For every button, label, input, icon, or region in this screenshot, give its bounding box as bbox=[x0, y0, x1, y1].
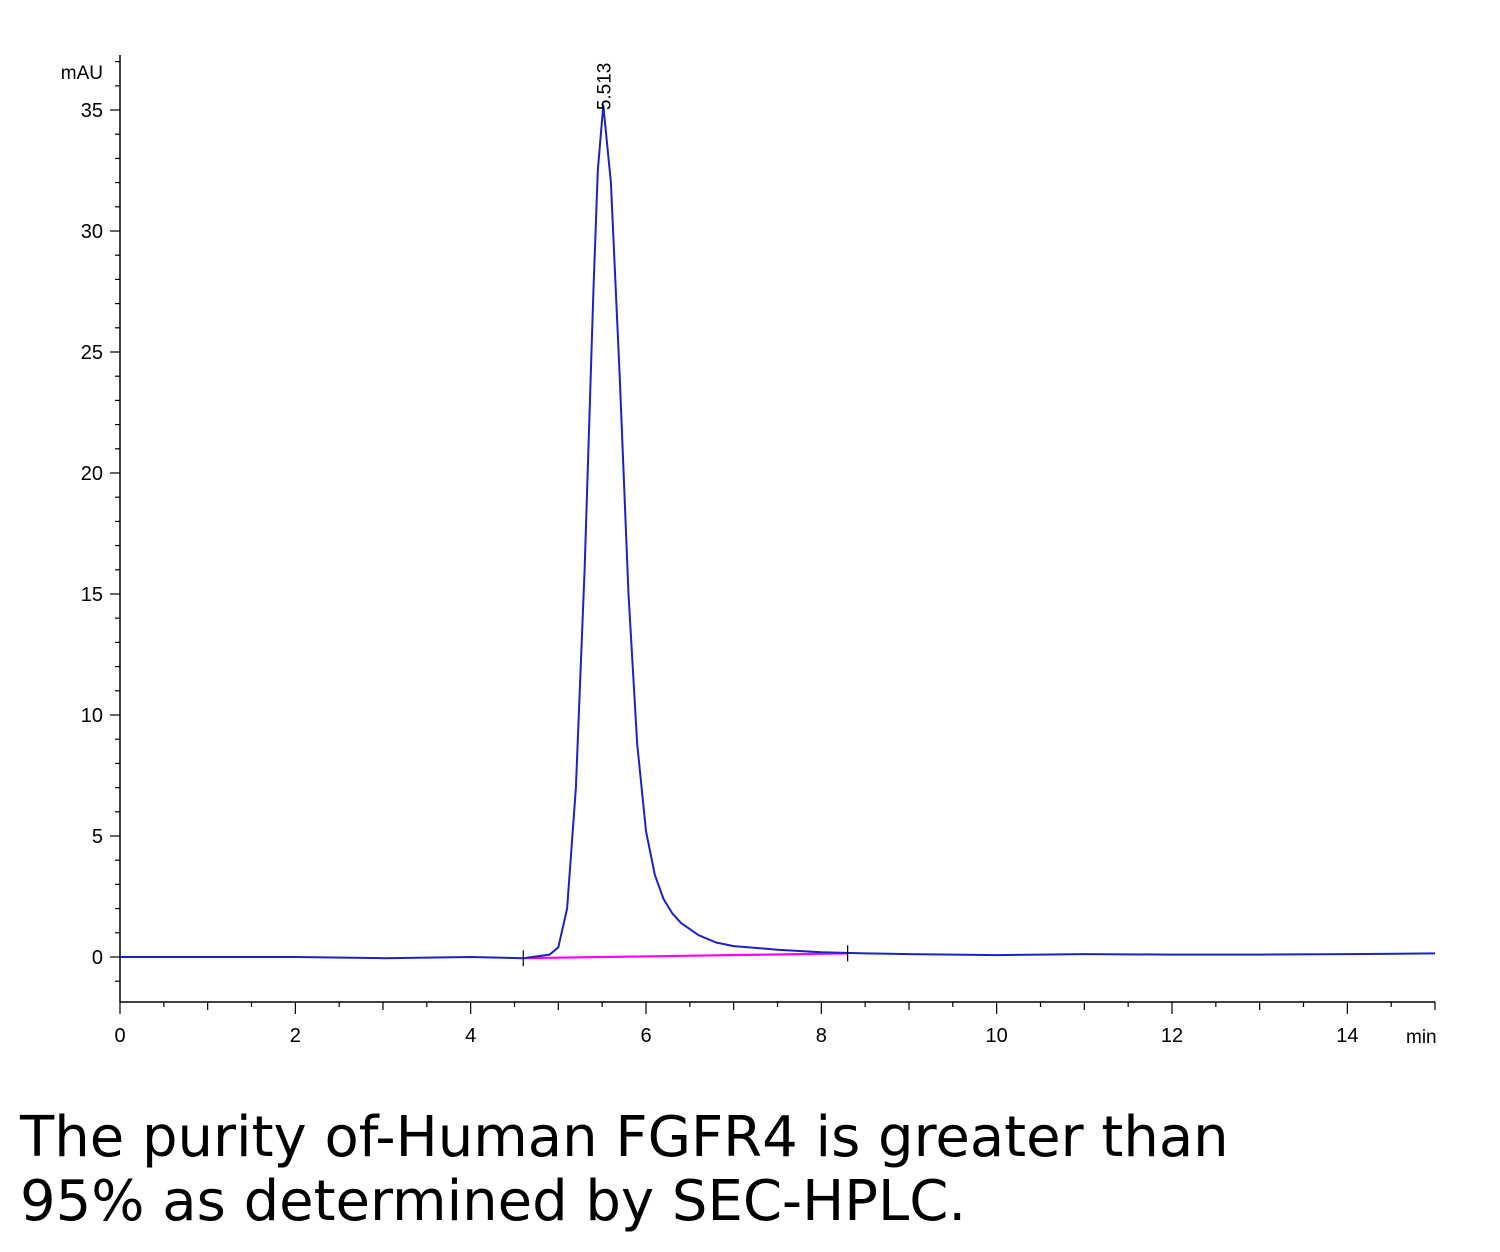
x-tick-label: 4 bbox=[465, 1025, 476, 1047]
x-tick-label: 0 bbox=[114, 1025, 125, 1047]
y-tick-label: 20 bbox=[81, 463, 103, 485]
y-axis-label: mAU bbox=[61, 63, 103, 84]
y-tick-label: 25 bbox=[81, 342, 103, 364]
y-tick-label: 35 bbox=[81, 100, 103, 122]
integration-baseline bbox=[523, 952, 848, 960]
y-tick-label: 15 bbox=[81, 584, 103, 606]
x-tick-label: 2 bbox=[290, 1025, 301, 1047]
chromatogram-trace bbox=[120, 104, 1436, 960]
y-tick-label: 30 bbox=[81, 221, 103, 243]
axes: mAU min bbox=[61, 55, 1437, 1048]
x-tick-label: 14 bbox=[1336, 1025, 1358, 1047]
traces bbox=[120, 104, 1436, 967]
peak-label: 5.513 bbox=[594, 63, 615, 111]
sec-hplc-chromatogram: mAU min 0 5 10 15 20 25 30 35 0 2 4 6 8 10 12 14 5.513 bbox=[61, 55, 1437, 1048]
y-tick-label: 5 bbox=[92, 826, 103, 848]
caption: The purity of-Human FGFR4 is greater tha… bbox=[20, 1106, 1480, 1234]
x-tick-label: 8 bbox=[816, 1025, 827, 1047]
x-tick-label: 12 bbox=[1161, 1025, 1183, 1047]
x-axis-label: min bbox=[1406, 1027, 1437, 1048]
y-tick-label: 10 bbox=[81, 705, 103, 727]
caption-line-2: 95% as determined by SEC-HPLC. bbox=[20, 1169, 967, 1234]
y-tick-label: 0 bbox=[92, 947, 103, 969]
ticks: 0 5 10 15 20 25 30 35 0 2 4 6 8 10 12 14 bbox=[81, 60, 1436, 1047]
x-tick-label: 6 bbox=[640, 1025, 651, 1047]
caption-line-1: The purity of-Human FGFR4 is greater tha… bbox=[20, 1105, 1229, 1170]
x-tick-label: 10 bbox=[986, 1025, 1008, 1047]
